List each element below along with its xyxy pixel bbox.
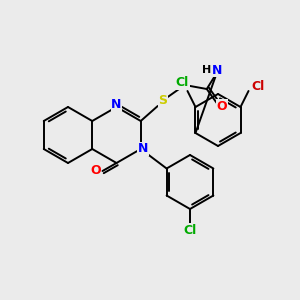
Text: O: O xyxy=(90,164,101,178)
Text: N: N xyxy=(138,142,148,155)
Text: H: H xyxy=(202,65,212,75)
Text: N: N xyxy=(111,98,122,112)
Text: Cl: Cl xyxy=(251,80,264,92)
Text: Cl: Cl xyxy=(183,224,196,236)
Text: N: N xyxy=(212,64,222,76)
Text: S: S xyxy=(158,94,167,107)
Text: O: O xyxy=(216,100,227,112)
Text: Cl: Cl xyxy=(176,76,189,89)
